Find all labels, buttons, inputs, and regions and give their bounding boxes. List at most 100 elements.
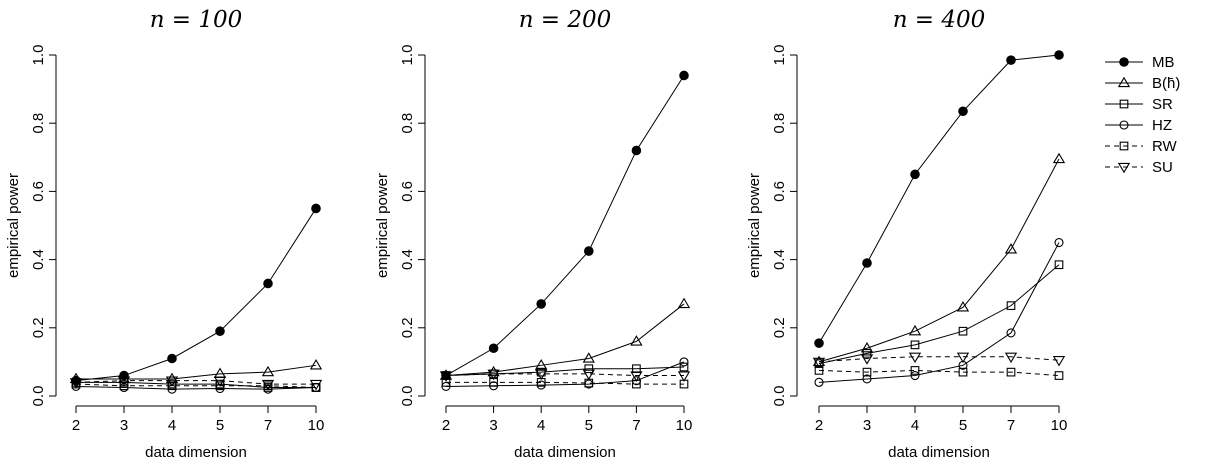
data-point (1054, 260, 1064, 270)
data-point (860, 341, 874, 353)
data-point (910, 366, 920, 375)
data-point (584, 364, 594, 374)
y-axis-label: empirical power (374, 173, 391, 278)
data-point (1006, 55, 1016, 65)
x-tick-label: 10 (1051, 417, 1068, 434)
y-tick-label: 0.0 (771, 386, 788, 407)
data-point (1052, 356, 1066, 367)
series-line (75, 208, 317, 382)
legend-entry: SU (1105, 159, 1173, 176)
series-sr (814, 260, 1064, 368)
data-point (679, 362, 689, 372)
data-point (582, 352, 595, 363)
series-line (818, 54, 1060, 344)
data-point (261, 379, 275, 391)
y-tick-label: 0.8 (30, 113, 47, 134)
y-tick-label: 0.8 (771, 113, 788, 134)
series-line (445, 361, 685, 387)
series-line (818, 242, 1060, 383)
legend-label: SR (1152, 96, 1173, 113)
legend-marker (1117, 76, 1131, 88)
legend-label: MB (1152, 54, 1175, 71)
data-point (309, 359, 323, 370)
x-tick-label: 3 (863, 417, 871, 434)
series-line (75, 380, 316, 385)
y-tick-label: 0.4 (30, 249, 47, 270)
data-point (908, 352, 922, 364)
legend-entry: RW (1105, 138, 1178, 155)
chart-panel-2: n = 200 2 3 4 5 7 10 data dimension 0.0 0.2 0.4 0.6… (374, 7, 692, 461)
series-bh (812, 152, 1066, 367)
x-tick-label: 3 (489, 417, 497, 434)
data-point (165, 376, 179, 387)
x-tick-label: 5 (585, 417, 593, 434)
data-point (910, 340, 920, 350)
x-tick-label: 2 (815, 417, 823, 434)
data-point (487, 369, 500, 381)
data-point (167, 353, 177, 364)
data-point (956, 301, 970, 312)
chart-title: n = 400 (893, 7, 986, 33)
data-point (958, 367, 968, 377)
data-point (677, 297, 691, 309)
data-point (311, 383, 321, 392)
series-rw (441, 378, 689, 389)
legend-marker (1117, 162, 1131, 174)
data-point (679, 357, 689, 367)
y-tick-label: 0.2 (30, 317, 47, 338)
legend-label: B(h̄) (1152, 75, 1180, 92)
x-tick-label: 2 (72, 417, 80, 434)
data-point (679, 70, 689, 81)
legend-marker (1119, 99, 1129, 109)
data-point (536, 299, 547, 309)
data-point (910, 370, 920, 381)
legend-label: SU (1152, 159, 1173, 176)
data-point (1004, 243, 1018, 254)
data-point (956, 352, 970, 364)
y-axis-label: empirical power (5, 173, 22, 278)
series-mb (71, 203, 321, 386)
data-point (1054, 238, 1064, 248)
data-point (958, 326, 968, 336)
series-line (75, 383, 317, 388)
y-tick-label: 0.2 (771, 317, 788, 338)
data-point (1004, 352, 1018, 364)
series-bh (69, 359, 323, 384)
series-line (818, 264, 1060, 365)
x-tick-label: 5 (959, 417, 967, 434)
data-point (535, 369, 548, 381)
chart-title: n = 100 (150, 7, 243, 33)
data-point (582, 369, 595, 381)
data-point (862, 367, 872, 377)
x-axis-label: data dimension (514, 444, 616, 461)
legend-marker (1119, 120, 1129, 130)
x-tick-label: 4 (168, 417, 176, 434)
legend-marker (1119, 141, 1129, 151)
series-line (76, 381, 316, 388)
series-line (76, 364, 317, 380)
data-point (1054, 50, 1064, 60)
data-point (117, 376, 131, 387)
series-sr (441, 362, 689, 380)
y-tick-label: 0.8 (399, 113, 416, 134)
series-su (439, 369, 691, 382)
data-point (910, 169, 920, 180)
data-point (263, 278, 273, 289)
series-line (445, 303, 685, 377)
data-point (1006, 301, 1016, 310)
data-point (860, 354, 874, 365)
chart-panel-1: n = 100 2 3 4 5 7 10 data dimension 0.0 0.2 0.4 0.6… (5, 7, 324, 461)
data-point (69, 378, 83, 389)
legend-label: RW (1152, 138, 1178, 155)
data-point (630, 335, 643, 346)
y-tick-label: 0.6 (30, 181, 47, 202)
data-point (631, 145, 642, 156)
chart-title: n = 200 (519, 7, 612, 33)
x-axis-label: data dimension (145, 444, 247, 461)
series-line (445, 75, 685, 376)
series-bh (439, 297, 691, 380)
data-point (814, 377, 824, 387)
series-su (812, 352, 1066, 369)
data-point (119, 381, 129, 391)
data-point (814, 338, 824, 348)
